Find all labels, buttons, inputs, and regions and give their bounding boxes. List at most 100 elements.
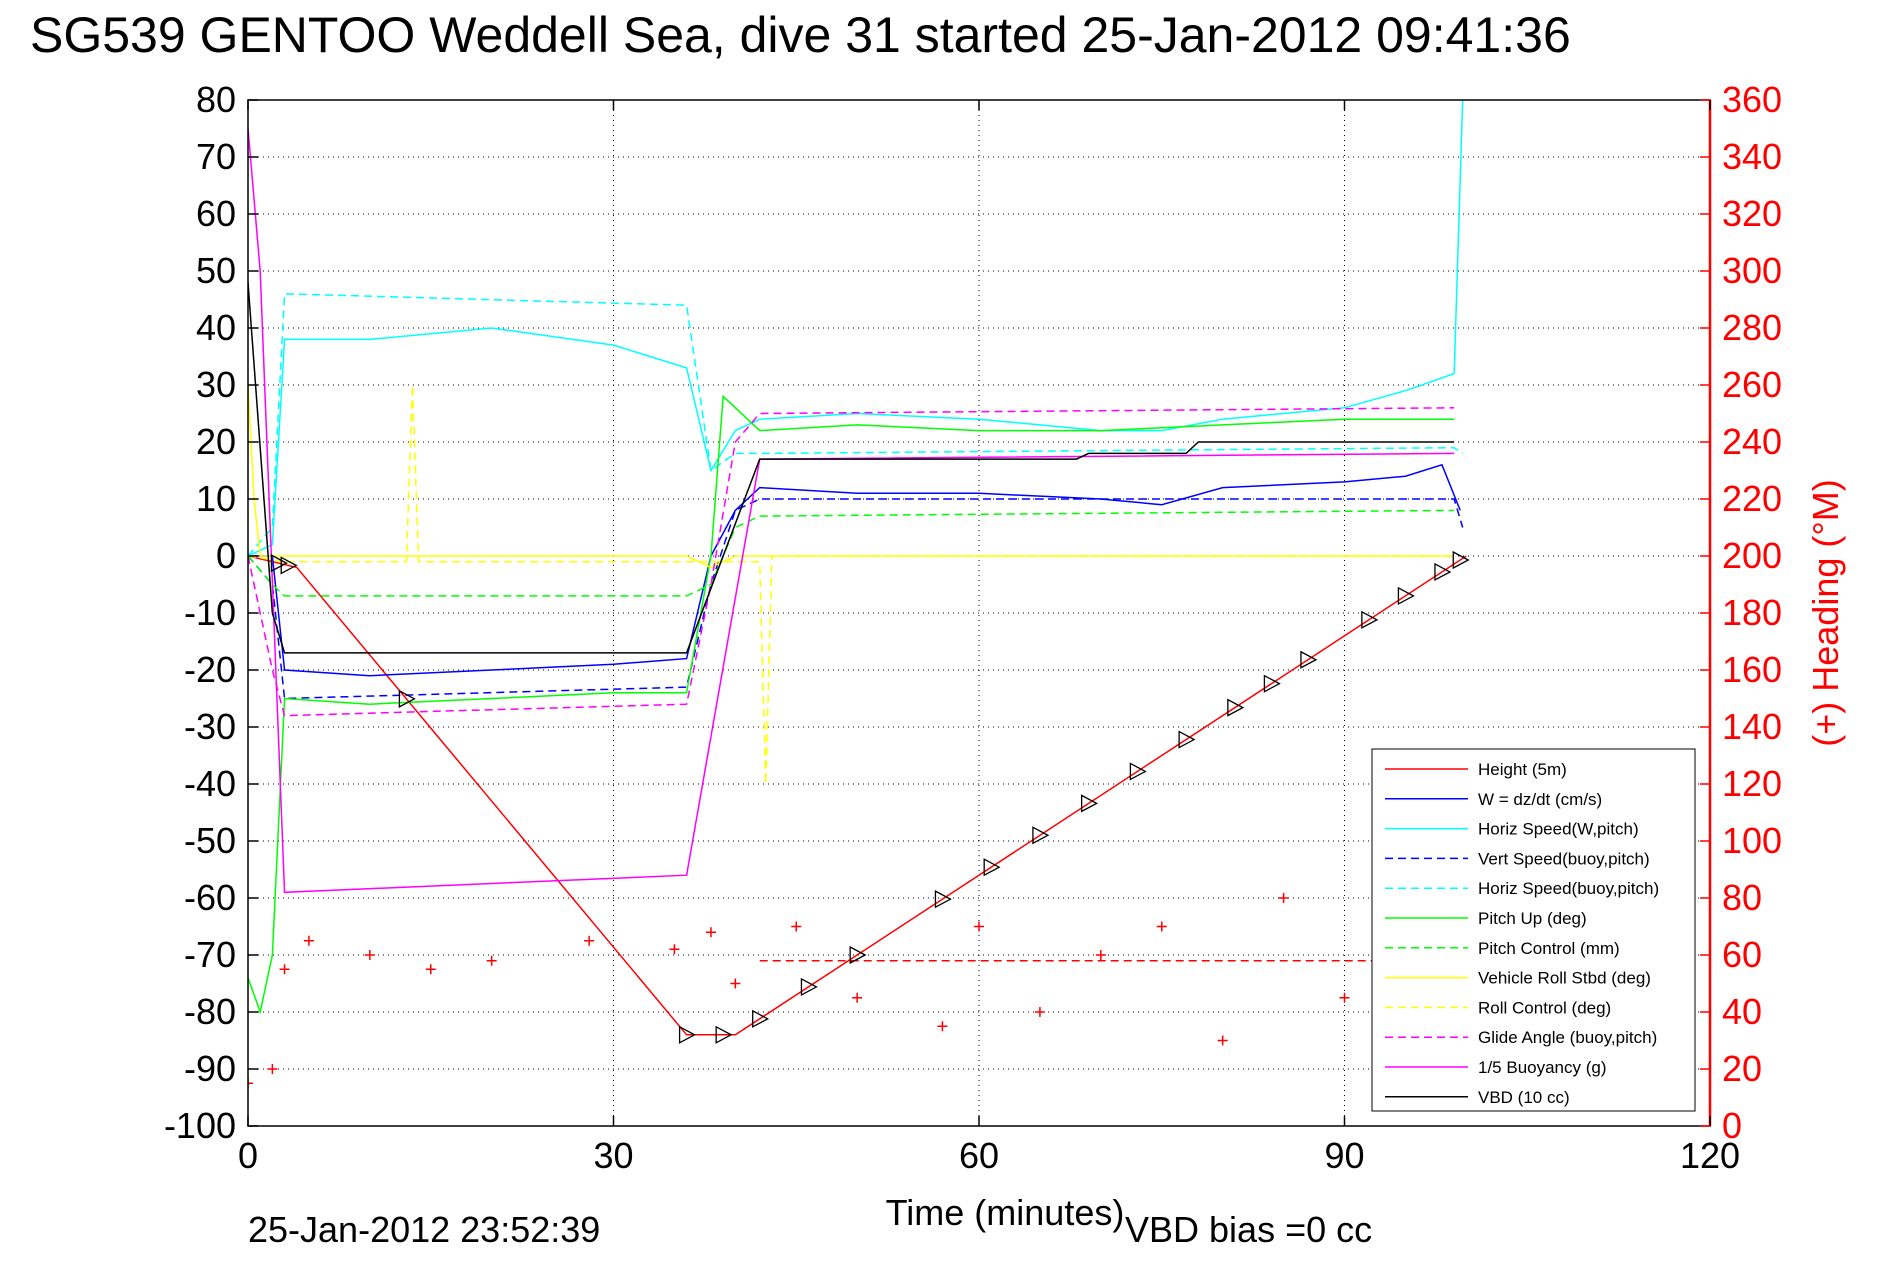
heading-marker (1217, 1035, 1228, 1046)
y-tick-label: 60 (196, 193, 236, 234)
x-tick-label: 30 (593, 1135, 633, 1176)
heading-marker (730, 978, 741, 989)
figure-title: SG539 GENTOO Weddell Sea, dive 31 starte… (30, 7, 1571, 63)
heading-marker (791, 921, 802, 932)
series-1-5-buoyancy-g (248, 128, 1455, 894)
y2-tick-label: 120 (1722, 763, 1782, 804)
height-marker (280, 556, 298, 575)
legend-label: Horiz Speed(W,pitch) (1478, 820, 1639, 839)
y2-tick-label: 300 (1722, 250, 1782, 291)
legend-label: 1/5 Buoyancy (g) (1478, 1058, 1607, 1077)
y-tick-label: -10 (184, 592, 236, 633)
legend-label: Height (5m) (1478, 760, 1567, 779)
heading-marker (279, 964, 290, 975)
series-pitch-up-deg (248, 394, 1455, 1015)
y-tick-label: -20 (184, 649, 236, 690)
legend-item-pitch-up-deg: Pitch Up (deg) (1385, 909, 1587, 928)
heading-marker (1339, 992, 1350, 1003)
height-marker (800, 977, 818, 997)
series-vbd-10-cc (248, 282, 1455, 654)
y2-tick-label: 360 (1722, 79, 1782, 120)
y2-tick-label: 260 (1722, 364, 1782, 405)
height-marker (752, 1009, 770, 1028)
legend-label: Vert Speed(buoy,pitch) (1478, 849, 1650, 868)
y2-tick-label: 80 (1722, 877, 1762, 918)
heading-marker (1278, 893, 1289, 903)
heading-marker (669, 944, 680, 955)
plot-series (248, 100, 1470, 1089)
height-marker (398, 689, 416, 708)
height-marker (715, 1025, 733, 1044)
legend-item-horiz-speed-buoy-pitch: Horiz Speed(buoy,pitch) (1385, 879, 1659, 898)
y2-tick-label: 160 (1722, 649, 1782, 690)
y-tick-label: 10 (196, 478, 236, 519)
heading-marker (267, 1064, 278, 1074)
legend-item-roll-control-deg: Roll Control (deg) (1385, 998, 1611, 1017)
y2-tick-label: 180 (1722, 592, 1782, 633)
legend-item-pitch-control-mm: Pitch Control (mm) (1385, 939, 1620, 958)
height-marker (270, 554, 288, 573)
y-tick-label: 70 (196, 136, 236, 177)
legend-box (1371, 748, 1696, 1112)
y2-tick-label: 100 (1722, 820, 1782, 861)
series-heading-markers (248, 893, 1460, 1089)
y-tick-label: -90 (184, 1048, 236, 1089)
y-tick-label: -40 (184, 763, 236, 804)
heading-marker (248, 1078, 253, 1089)
x-tick-label: 120 (1680, 1135, 1740, 1176)
height-marker (1434, 562, 1452, 582)
legend-item-vehicle-roll-stbd-deg: Vehicle Roll Stbd (deg) (1385, 969, 1651, 988)
y-tick-label: 80 (196, 79, 236, 120)
footer-timestamp: 25-Jan-2012 23:52:39 (248, 1209, 600, 1250)
heading-marker (1034, 1007, 1045, 1017)
legend-item-horiz-speed-w-pitch: Horiz Speed(W,pitch) (1385, 820, 1639, 839)
y-tick-label: -50 (184, 820, 236, 861)
heading-marker (937, 1021, 948, 1032)
heading-marker (425, 964, 436, 975)
heading-marker (1095, 950, 1106, 960)
legend-label: VBD (10 cc) (1478, 1088, 1570, 1107)
y2-tick-label: 20 (1722, 1048, 1762, 1089)
heading-marker (974, 921, 984, 932)
legend-label: Horiz Speed(buoy,pitch) (1478, 879, 1659, 898)
y-tick-label: -70 (184, 934, 236, 975)
legend-label: Pitch Control (mm) (1478, 939, 1620, 958)
series-roll-control-deg (248, 384, 1455, 785)
y-tick-label: 30 (196, 364, 236, 405)
series-horiz-speed-buoy-pitch (248, 293, 1464, 557)
legend-item-w-dz-dt-cm-s: W = dz/dt (cm/s) (1385, 790, 1602, 809)
x-tick-label: 0 (238, 1135, 258, 1176)
y2-tick-label: 200 (1722, 535, 1782, 576)
height-marker (678, 1025, 696, 1044)
heading-marker (486, 955, 497, 966)
y2-tick-label: 0 (1722, 1105, 1742, 1146)
series-w-dz-dt-cm-s (248, 463, 1461, 677)
legend-item-1-5-buoyancy-g: 1/5 Buoyancy (g) (1385, 1058, 1607, 1077)
y2-tick-label: 40 (1722, 991, 1762, 1032)
legend-label: Vehicle Roll Stbd (deg) (1478, 969, 1651, 988)
y-tick-label: 0 (216, 535, 236, 576)
right-axis-label: (+) Heading (°M) (1805, 479, 1846, 746)
height-marker (934, 890, 952, 909)
height-marker (1361, 610, 1379, 629)
axis-ticks: 0 30 60 90 12080706050403020100-10-20-30-40-… (164, 79, 1782, 1176)
y2-tick-label: 220 (1722, 478, 1782, 519)
legend-label: Pitch Up (deg) (1478, 909, 1587, 928)
height-marker (1178, 730, 1196, 749)
footer-vbd-bias: VBD bias =0 cc (1125, 1209, 1372, 1250)
heading-marker (1156, 921, 1167, 932)
heading-marker (364, 950, 375, 960)
series-pitch-control-mm (248, 509, 1455, 597)
y-tick-label: -100 (164, 1105, 236, 1146)
legend-item-vbd-10-cc: VBD (10 cc) (1385, 1088, 1570, 1107)
series-vehicle-roll-stbd-deg (248, 384, 1455, 569)
legend-item-height-5m: Height (5m) (1385, 760, 1567, 779)
heading-marker (303, 935, 314, 946)
x-axis-label: Time (minutes) (886, 1192, 1125, 1233)
y-tick-label: 40 (196, 307, 236, 348)
legend-label: W = dz/dt (cm/s) (1478, 790, 1602, 809)
legend-label: Glide Angle (buoy,pitch) (1478, 1028, 1657, 1047)
y-tick-label: -80 (184, 991, 236, 1032)
height-marker (1452, 550, 1470, 570)
legend: Height (5m) W = dz/dt (cm/s) Horiz Speed(W… (1371, 748, 1696, 1112)
